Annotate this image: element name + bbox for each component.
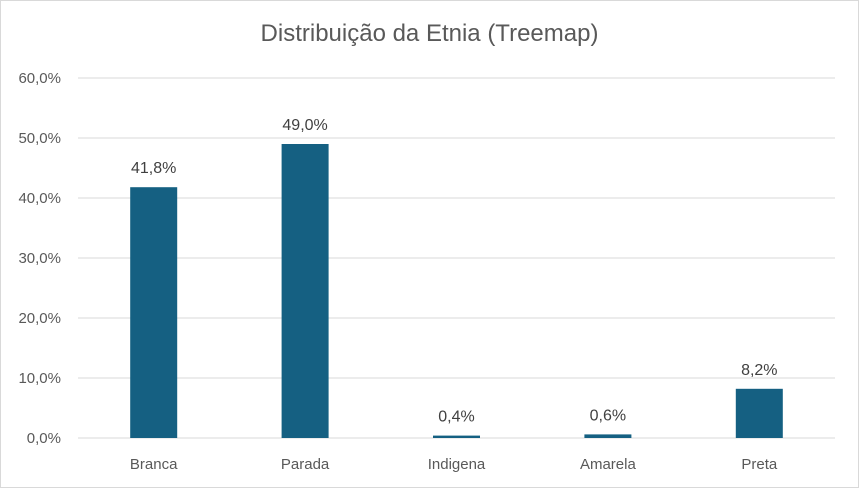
bar-parada — [281, 144, 329, 438]
data-label: 0,4% — [438, 409, 474, 426]
data-label: 0,6% — [590, 407, 626, 424]
chart-title: Distribuição da Etnia (Treemap) — [260, 20, 599, 47]
x-tick-label: Parada — [281, 456, 330, 473]
y-tick-label: 20,0% — [18, 310, 61, 327]
bars — [130, 144, 783, 438]
bar-branca — [130, 187, 178, 438]
y-tick-label: 50,0% — [18, 130, 61, 147]
y-tick-label: 60,0% — [18, 70, 61, 87]
x-tick-label: Branca — [130, 456, 178, 473]
x-tick-label: Preta — [741, 456, 778, 473]
y-tick-label: 10,0% — [18, 370, 61, 387]
bar-amarela — [584, 434, 632, 438]
bar-indigena — [433, 435, 480, 438]
y-tick-label: 0,0% — [27, 430, 61, 447]
y-axis-tick-labels: 0,0% 10,0% 20,0% 30,0% 40,0% 50,0% 60,0% — [18, 70, 61, 447]
bar-preta — [735, 388, 783, 438]
x-tick-label: Indigena — [428, 456, 486, 473]
x-tick-label: Amarela — [580, 456, 637, 473]
y-tick-label: 40,0% — [18, 190, 61, 207]
data-label: 49,0% — [282, 117, 327, 134]
data-label: 41,8% — [131, 160, 176, 177]
gridlines — [78, 77, 835, 439]
y-tick-label: 30,0% — [18, 250, 61, 267]
data-labels: 41,8% 49,0% 0,4% 0,6% 8,2% — [131, 117, 778, 426]
x-axis-tick-labels: Branca Parada Indigena Amarela Preta — [130, 456, 778, 473]
data-label: 8,2% — [741, 362, 777, 379]
